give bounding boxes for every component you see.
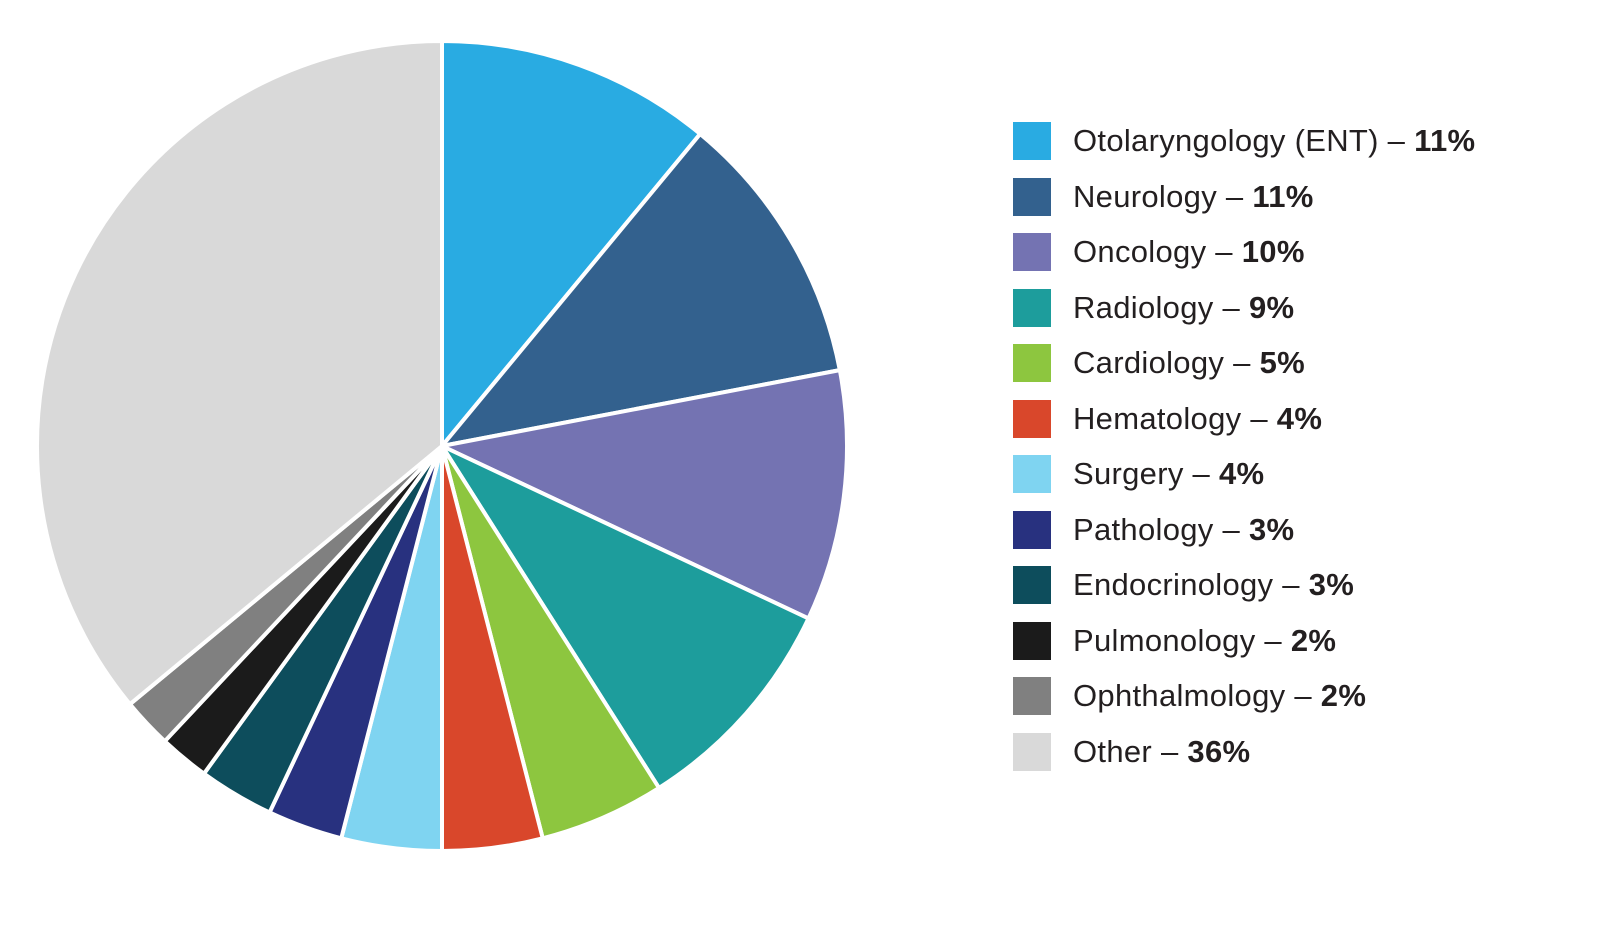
legend-label-value: 2% [1290,622,1337,658]
legend-label-name: Surgery – [1073,456,1220,491]
legend-item-oncology: Oncology – 10% [1013,233,1475,271]
legend-label-name: Neurology – [1073,178,1253,214]
legend-label-name: Oncology – [1073,234,1242,269]
legend-item-pathology: Pathology – 3% [1013,510,1475,549]
legend-label: Surgery – 4% [1073,455,1264,493]
legend-label: Neurology – 11% [1073,178,1314,216]
legend-label-value: 11% [1414,123,1476,158]
legend-item-ophthalmology: Ophthalmology – 2% [1013,677,1475,715]
legend-label-value: 11% [1252,178,1314,214]
legend-swatch [1013,344,1051,382]
legend-item-radiology: Radiology – 9% [1013,288,1475,327]
legend-swatch [1013,177,1051,216]
legend-label-name: Pulmonology – [1073,622,1291,658]
legend-label-name: Radiology – [1073,289,1249,325]
legend-label-name: Pathology – [1073,511,1249,547]
legend-swatch [1013,510,1051,549]
legend-label: Other – 36% [1073,733,1250,771]
legend-item-cardiology: Cardiology – 5% [1013,344,1475,382]
legend-label: Ophthalmology – 2% [1073,677,1366,715]
legend-swatch [1013,122,1051,160]
legend-label: Cardiology – 5% [1073,344,1305,382]
legend-label-value: 2% [1320,678,1367,713]
legend: Otolaryngology (ENT) – 11% Neurology – 11… [1013,122,1475,771]
legend-label-name: Other – [1073,733,1188,769]
legend-swatch [1013,677,1051,715]
pie-slice-other [35,38,444,707]
legend-item-surgery: Surgery – 4% [1013,455,1475,493]
legend-swatch [1013,455,1051,493]
legend-label-value: 36% [1187,733,1251,769]
legend-label: Oncology – 10% [1073,233,1305,271]
legend-label: Endocrinology – 3% [1073,566,1354,604]
pie-slice-radiology [436,441,812,791]
legend-label-value: 4% [1219,456,1265,491]
legend-label: Otolaryngology (ENT) – 11% [1073,122,1475,160]
legend-label-name: Ophthalmology – [1073,678,1321,713]
legend-swatch [1013,621,1051,660]
legend-label-value: 3% [1248,511,1295,547]
legend-label: Pathology – 3% [1073,511,1294,549]
legend-label-name: Endocrinology – [1073,567,1309,602]
pie-slice-otolaryngology-ent [440,38,703,452]
legend-swatch [1013,566,1051,604]
legend-item-endocrinology: Endocrinology – 3% [1013,566,1475,604]
legend-label-value: 4% [1276,400,1323,436]
legend-label: Pulmonology – 2% [1073,622,1336,660]
legend-item-hematology: Hematology – 4% [1013,399,1475,438]
legend-label: Hematology – 4% [1073,400,1322,438]
legend-label-value: 9% [1248,289,1295,325]
legend-label-value: 5% [1259,345,1305,380]
legend-item-otolaryngology-ent: Otolaryngology (ENT) – 11% [1013,122,1475,160]
legend-swatch [1013,288,1051,327]
pie-slice-neurology [436,131,843,450]
legend-item-pulmonology: Pulmonology – 2% [1013,621,1475,660]
pie-chart [35,38,849,854]
legend-label-name: Otolaryngology (ENT) – [1073,123,1415,158]
legend-label-name: Hematology – [1073,400,1277,436]
legend-swatch [1013,233,1051,271]
legend-label: Radiology – 9% [1073,289,1294,327]
legend-swatch [1013,732,1051,771]
legend-item-other: Other – 36% [1013,732,1475,771]
pie-slice-oncology [435,367,849,622]
legend-label-value: 10% [1241,234,1305,269]
legend-label-name: Cardiology – [1073,345,1260,380]
legend-label-value: 3% [1308,567,1355,602]
legend-swatch [1013,399,1051,438]
legend-item-neurology: Neurology – 11% [1013,177,1475,216]
